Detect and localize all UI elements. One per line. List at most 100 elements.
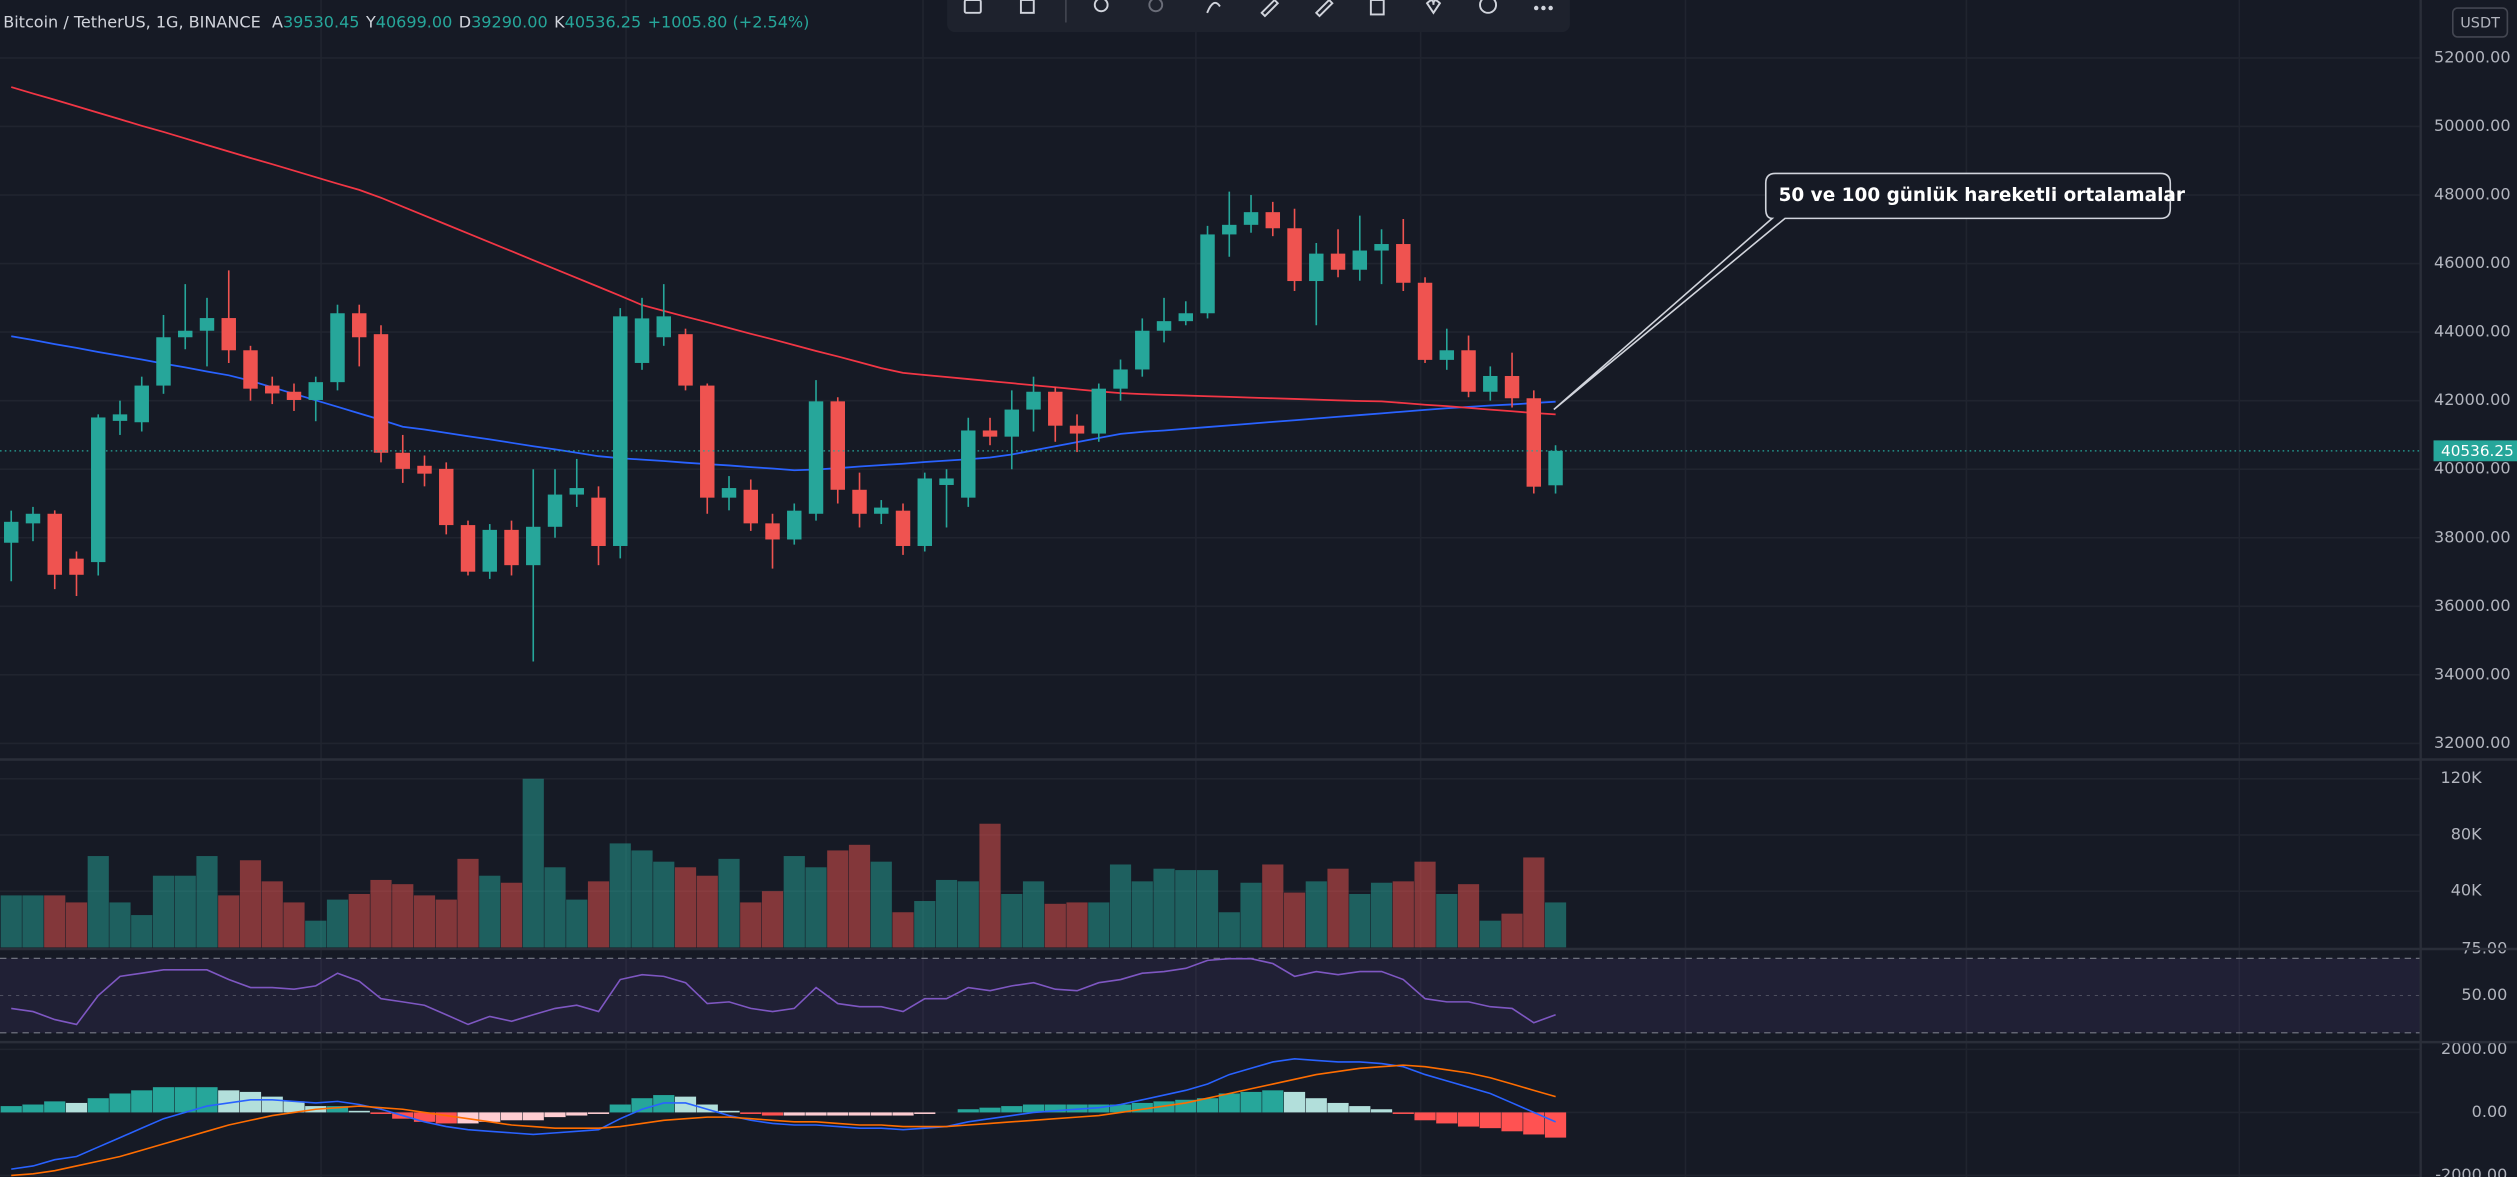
currency-box[interactable]: USDT <box>2451 7 2509 38</box>
macd-histogram-bar <box>370 1112 392 1114</box>
volume-bar <box>653 861 675 948</box>
delete-icon[interactable] <box>1369 0 1385 16</box>
macd-histogram-bar <box>1392 1112 1414 1114</box>
toolbar-bg <box>947 0 1570 33</box>
last-price-label: 40536.25 <box>2441 442 2514 460</box>
macd-histogram-bar <box>152 1087 175 1113</box>
volume-bar <box>196 856 218 948</box>
macd-histogram-bar <box>1001 1106 1023 1113</box>
more-dot[interactable] <box>1548 5 1553 11</box>
macd-histogram-bar <box>522 1112 544 1121</box>
volume-bar <box>1218 912 1240 948</box>
candle-body <box>47 513 62 575</box>
zoom-out-icon[interactable] <box>1148 0 1164 13</box>
candle-body <box>1330 253 1346 270</box>
candle-body <box>787 510 802 540</box>
candle-body <box>830 401 845 490</box>
candle-body <box>69 558 84 575</box>
candle-body <box>1352 250 1368 270</box>
volume-bar <box>1349 893 1371 948</box>
candle-body <box>743 489 758 524</box>
macd-histogram-bar <box>1479 1112 1501 1129</box>
volume-bar <box>65 902 88 948</box>
volume-bar <box>1501 913 1523 948</box>
volume-bar <box>522 778 544 948</box>
volume-bar <box>783 856 805 948</box>
volume-bar <box>1523 857 1545 948</box>
macd-histogram-bar <box>239 1091 262 1113</box>
macd-histogram-bar <box>479 1112 501 1122</box>
y-tick-label: 50000.00 <box>2434 116 2511 135</box>
candle-body <box>917 478 932 546</box>
macd-histogram-bar <box>218 1090 240 1113</box>
candle-body <box>439 468 454 526</box>
candle-body <box>460 525 476 572</box>
y-tick-label: 38000.00 <box>2434 527 2511 546</box>
volume-tick-label: 40K <box>2451 881 2482 900</box>
macd-histogram-bar <box>0 1106 22 1113</box>
volume-bar <box>587 881 610 948</box>
macd-histogram-bar <box>326 1106 349 1113</box>
macd-histogram-bar <box>827 1112 849 1116</box>
candle-body <box>1483 375 1498 392</box>
macd-histogram-bar <box>22 1104 44 1113</box>
ohlc-value: 40699.00 <box>376 12 453 31</box>
candle-body <box>1113 369 1128 389</box>
candle-body <box>482 529 497 572</box>
favorite-icon[interactable] <box>1425 0 1442 15</box>
candle-body <box>895 510 911 546</box>
candle-body <box>1026 391 1041 410</box>
volume-bar <box>1436 893 1458 948</box>
candle-body <box>1004 409 1019 437</box>
candle-body <box>373 334 389 453</box>
macd-histogram-bar <box>109 1093 131 1113</box>
macd-histogram-bar <box>1370 1109 1393 1113</box>
volume-bar <box>1022 881 1045 948</box>
candle-body <box>613 316 628 546</box>
candle-body <box>982 430 998 437</box>
candle-body <box>634 318 650 363</box>
macd-histogram-bar <box>174 1087 196 1113</box>
macd-histogram-bar <box>587 1112 610 1114</box>
candle-body <box>1222 224 1237 235</box>
volume-bar <box>1414 861 1436 948</box>
more-dot[interactable] <box>1533 5 1539 11</box>
ohlc-value: 39290.00 <box>471 12 548 31</box>
volume-bar <box>109 902 131 948</box>
volume-bar <box>0 895 22 948</box>
y-tick-label: 42000.00 <box>2434 390 2511 409</box>
volume-bar <box>566 899 588 948</box>
volume-bar <box>131 915 153 948</box>
candle-body <box>1135 330 1150 370</box>
volume-bar <box>1088 902 1110 948</box>
volume-bar <box>1457 884 1480 948</box>
ohlc-value: 39530.45 <box>283 12 360 31</box>
macd-histogram-bar <box>1414 1112 1436 1121</box>
screenshot-icon[interactable] <box>963 0 982 14</box>
candle-body <box>700 385 715 498</box>
layout-icon[interactable] <box>1019 0 1035 14</box>
candle-body <box>265 385 280 394</box>
info-icon[interactable] <box>1479 0 1498 14</box>
volume-bar <box>1370 882 1393 948</box>
brush-icon[interactable] <box>1314 0 1334 18</box>
volume-bar <box>1479 920 1501 948</box>
volume-bar <box>1240 882 1262 948</box>
volume-bar <box>500 882 523 948</box>
volume-bar <box>979 823 1001 948</box>
volume-bar <box>1327 868 1349 948</box>
volume-bar <box>1262 864 1284 948</box>
macd-histogram-bar <box>1305 1098 1327 1113</box>
more-dot[interactable] <box>1541 5 1546 11</box>
zoom-in-icon[interactable] <box>1093 0 1109 13</box>
candle-body <box>591 497 606 546</box>
currency-label: USDT <box>2460 15 2500 31</box>
draw-icon[interactable] <box>1260 0 1280 18</box>
volume-bar <box>370 879 392 948</box>
candle-body <box>765 523 780 540</box>
candle-body <box>1243 212 1259 225</box>
replay-icon[interactable] <box>1206 1 1221 14</box>
macd-histogram-bar <box>1457 1112 1480 1127</box>
volume-bar <box>1196 870 1219 948</box>
